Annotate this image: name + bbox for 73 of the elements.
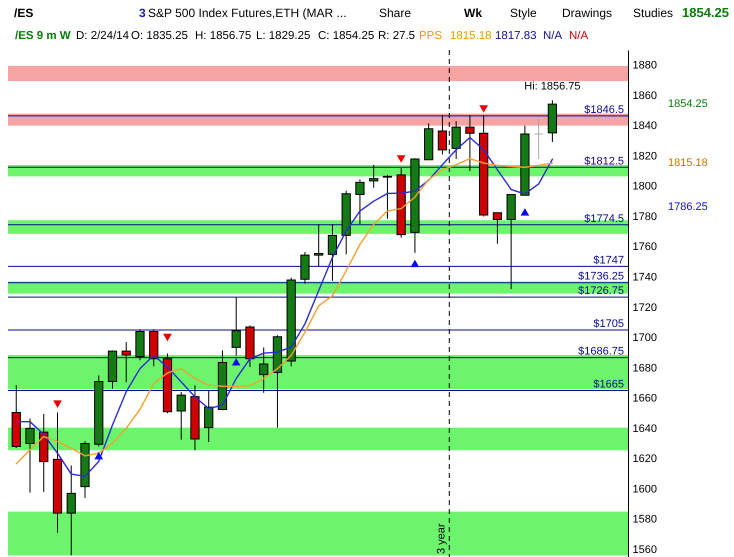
y-tick-label: 1620 xyxy=(632,453,657,466)
text: /ES xyxy=(14,6,34,20)
y-tick-label: 1600 xyxy=(632,483,657,496)
y-tick-label: 1720 xyxy=(632,302,657,314)
candlestick xyxy=(232,296,241,356)
text: N/A xyxy=(543,30,562,42)
point xyxy=(479,105,488,113)
y-tick-label: 1660 xyxy=(632,392,657,405)
candlestick xyxy=(369,164,378,188)
text: C: 1854.25 xyxy=(318,30,374,42)
text: 1786.25 xyxy=(668,201,708,213)
y-tick-label: 1680 xyxy=(632,362,657,374)
ref-line-label: $1686.75 xyxy=(578,346,624,358)
text: 1854.25 xyxy=(682,5,729,20)
text: Wk xyxy=(464,6,482,20)
point xyxy=(396,155,406,163)
ref-line-label: $1812.5 xyxy=(584,155,624,168)
candlestick xyxy=(328,224,338,282)
ref-line-label: $1846.5 xyxy=(584,104,624,116)
text: 1815.18 xyxy=(450,30,492,42)
text: 3 xyxy=(139,6,146,20)
point xyxy=(410,260,420,268)
text: PPS xyxy=(419,30,442,42)
text: H: 1856.75 xyxy=(195,30,252,42)
candlestick xyxy=(25,418,35,494)
ref-line-label: $1747 xyxy=(593,254,624,266)
candlestick xyxy=(355,178,365,225)
candlestick xyxy=(534,118,544,160)
text: Studies xyxy=(633,6,674,20)
y-tick-label: 1860 xyxy=(632,90,657,102)
point xyxy=(94,452,104,460)
y-tick-label: 1740 xyxy=(632,272,657,284)
text: 1815.18 xyxy=(668,157,708,169)
point xyxy=(520,208,530,216)
y-tick-label: 1820 xyxy=(632,150,657,162)
y-tick-label: 1880 xyxy=(632,60,657,72)
y-tick-label: 1800 xyxy=(632,180,657,193)
candlestick xyxy=(122,342,131,383)
y-tick-label: 1640 xyxy=(632,422,657,435)
candlestick xyxy=(66,464,76,556)
candlestick xyxy=(438,114,448,155)
candlestick xyxy=(259,346,268,394)
point xyxy=(163,334,172,342)
y-tick-label: 1700 xyxy=(632,332,657,344)
chart-subtitle: /ES 9 m W xyxy=(15,30,71,42)
y-tick-label: 1760 xyxy=(632,241,657,254)
text: L: 1829.25 xyxy=(256,30,310,42)
text: O: 1835.25 xyxy=(131,30,188,42)
y-tick-label: 1780 xyxy=(632,210,657,223)
y-tick-label: 1580 xyxy=(632,514,657,526)
text: Style xyxy=(510,6,538,20)
point xyxy=(232,358,241,366)
candlestick xyxy=(465,114,475,172)
text: D: 2/24/14 xyxy=(76,30,130,42)
text: 1817.83 xyxy=(495,30,537,42)
candlestick xyxy=(176,392,186,440)
ref-line-label: $1736.25 xyxy=(578,270,624,283)
annotation: Hi: 1856.75 xyxy=(524,80,581,92)
ref-line-label: $1705 xyxy=(593,318,624,330)
text: Drawings xyxy=(562,6,612,20)
ref-line-label: $1665 xyxy=(593,378,624,391)
y-tick-label: 1560 xyxy=(632,544,657,556)
text: 1854.25 xyxy=(668,98,708,110)
text: R: 27.5 xyxy=(378,30,416,42)
candlestick xyxy=(492,212,502,244)
chart-title: S&P 500 Index Futures,ETH (MAR ... xyxy=(148,6,347,20)
point xyxy=(53,400,62,408)
text: Share xyxy=(379,6,412,20)
candlestick xyxy=(314,224,324,267)
y-tick-label: 1840 xyxy=(632,120,657,132)
text: N/A xyxy=(569,30,588,42)
annotation: 3 year xyxy=(435,523,448,554)
candlestick xyxy=(204,390,214,442)
